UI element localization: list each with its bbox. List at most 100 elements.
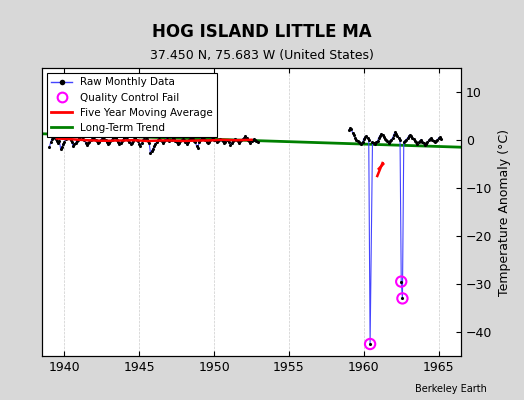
Point bbox=[107, 136, 116, 143]
Point bbox=[127, 140, 136, 146]
Point bbox=[135, 141, 144, 147]
Point bbox=[346, 125, 354, 131]
Point bbox=[188, 135, 196, 141]
Point bbox=[79, 136, 88, 142]
Point bbox=[86, 137, 95, 143]
Point bbox=[80, 137, 89, 144]
Point bbox=[351, 134, 359, 141]
Point bbox=[117, 138, 126, 144]
Point bbox=[93, 138, 101, 144]
Point bbox=[403, 135, 412, 141]
Point bbox=[374, 138, 382, 144]
Point bbox=[247, 138, 256, 145]
Point bbox=[168, 136, 176, 143]
Point bbox=[65, 134, 73, 140]
Point bbox=[435, 134, 444, 140]
Point bbox=[89, 134, 97, 141]
Point bbox=[103, 139, 111, 146]
Point bbox=[124, 137, 132, 144]
Point bbox=[173, 141, 182, 147]
Point bbox=[125, 139, 134, 146]
Point bbox=[359, 135, 368, 142]
Point bbox=[391, 129, 399, 136]
Point bbox=[387, 136, 396, 143]
Point bbox=[216, 135, 225, 142]
Point bbox=[143, 136, 151, 142]
Point bbox=[408, 134, 417, 141]
Point bbox=[241, 133, 249, 139]
Point bbox=[57, 146, 65, 152]
Point bbox=[392, 130, 400, 137]
Point bbox=[358, 139, 367, 146]
Point bbox=[395, 135, 403, 141]
Point bbox=[206, 137, 214, 144]
Point bbox=[366, 341, 374, 347]
Point bbox=[385, 140, 393, 146]
Point bbox=[434, 135, 443, 141]
Point bbox=[225, 139, 233, 145]
Point bbox=[355, 139, 363, 145]
Text: HOG ISLAND LITTLE MA: HOG ISLAND LITTLE MA bbox=[152, 23, 372, 41]
Point bbox=[77, 133, 85, 139]
Point bbox=[113, 137, 121, 143]
Point bbox=[372, 139, 380, 146]
Point bbox=[421, 142, 429, 148]
Point bbox=[371, 141, 379, 148]
Point bbox=[386, 138, 394, 145]
Point bbox=[211, 137, 220, 144]
Point bbox=[126, 141, 135, 147]
Point bbox=[97, 135, 106, 142]
Point bbox=[413, 141, 422, 147]
Point bbox=[437, 135, 445, 142]
Point bbox=[230, 136, 238, 143]
Legend: Raw Monthly Data, Quality Control Fail, Five Year Moving Average, Long-Term Tren: Raw Monthly Data, Quality Control Fail, … bbox=[47, 73, 217, 137]
Point bbox=[136, 143, 145, 150]
Point bbox=[172, 139, 181, 146]
Point bbox=[420, 140, 428, 146]
Point bbox=[159, 140, 167, 146]
Point bbox=[405, 133, 413, 139]
Point bbox=[91, 136, 100, 143]
Point bbox=[67, 136, 75, 143]
Point bbox=[237, 137, 246, 143]
Point bbox=[47, 139, 55, 146]
Point bbox=[409, 136, 418, 142]
Point bbox=[228, 138, 237, 144]
Point bbox=[227, 140, 236, 146]
Point bbox=[368, 139, 377, 145]
Point bbox=[165, 138, 173, 145]
Point bbox=[120, 135, 128, 141]
Point bbox=[73, 138, 81, 144]
Point bbox=[383, 138, 391, 145]
Point bbox=[171, 138, 180, 144]
Point bbox=[84, 140, 92, 146]
Point bbox=[123, 135, 131, 142]
Point bbox=[221, 139, 230, 145]
Point bbox=[146, 150, 155, 157]
Point bbox=[112, 135, 120, 141]
Point bbox=[356, 140, 364, 146]
Point bbox=[388, 135, 397, 141]
Point bbox=[222, 137, 231, 144]
Point bbox=[191, 139, 200, 145]
Point bbox=[152, 139, 161, 145]
Point bbox=[231, 135, 239, 142]
Point bbox=[186, 136, 194, 142]
Point bbox=[201, 137, 210, 144]
Point bbox=[202, 139, 211, 145]
Point bbox=[140, 135, 148, 142]
Point bbox=[396, 137, 404, 143]
Point bbox=[198, 135, 206, 141]
Point bbox=[407, 132, 416, 139]
Point bbox=[416, 138, 424, 144]
Point bbox=[224, 136, 232, 143]
Point bbox=[104, 141, 112, 148]
Point bbox=[251, 137, 259, 143]
Point bbox=[48, 136, 56, 142]
Point bbox=[347, 126, 356, 133]
Point bbox=[100, 136, 108, 142]
Point bbox=[149, 146, 157, 152]
Point bbox=[195, 139, 203, 145]
Point bbox=[164, 137, 172, 143]
Point bbox=[398, 295, 407, 302]
